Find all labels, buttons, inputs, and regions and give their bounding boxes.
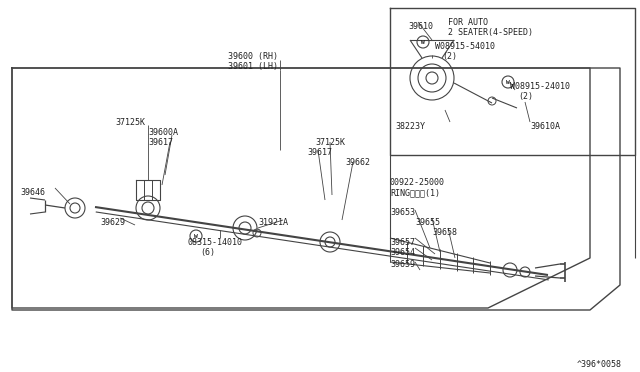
Text: 39617: 39617 — [148, 138, 173, 147]
Text: 39617: 39617 — [307, 148, 332, 157]
Text: (6): (6) — [200, 248, 215, 257]
Text: 31921A: 31921A — [258, 218, 288, 227]
Text: 39662: 39662 — [345, 158, 370, 167]
Text: 39610A: 39610A — [530, 122, 560, 131]
Text: 39646: 39646 — [20, 188, 45, 197]
Text: W08915-54010: W08915-54010 — [435, 42, 495, 51]
Text: 38223Y: 38223Y — [395, 122, 425, 131]
Text: W08915-24010: W08915-24010 — [510, 82, 570, 91]
Text: 39657: 39657 — [390, 238, 415, 247]
Text: 37125K: 37125K — [315, 138, 345, 147]
Text: RINGリング(1): RINGリング(1) — [390, 188, 440, 197]
Text: 39653: 39653 — [390, 208, 415, 217]
Text: FOR AUTO: FOR AUTO — [448, 18, 488, 27]
Text: W: W — [194, 234, 198, 238]
Text: ^396*0058: ^396*0058 — [577, 360, 622, 369]
Text: 39655: 39655 — [415, 218, 440, 227]
Text: 08315-14010: 08315-14010 — [188, 238, 243, 247]
Text: 39601 (LH): 39601 (LH) — [228, 62, 278, 71]
Text: 39629: 39629 — [100, 218, 125, 227]
Text: W: W — [421, 39, 425, 45]
Text: 00922-25000: 00922-25000 — [390, 178, 445, 187]
Text: 37125K: 37125K — [115, 118, 145, 127]
Text: (2): (2) — [518, 92, 533, 101]
Text: 39654: 39654 — [390, 248, 415, 257]
Text: 39658: 39658 — [432, 228, 457, 237]
Text: 39610: 39610 — [408, 22, 433, 31]
Text: 2 SEATER(4-SPEED): 2 SEATER(4-SPEED) — [448, 28, 533, 37]
Text: 39659: 39659 — [390, 260, 415, 269]
Text: 39600 (RH): 39600 (RH) — [228, 52, 278, 61]
Text: W: W — [506, 80, 510, 84]
Text: (2): (2) — [442, 52, 457, 61]
Text: 39600A: 39600A — [148, 128, 178, 137]
